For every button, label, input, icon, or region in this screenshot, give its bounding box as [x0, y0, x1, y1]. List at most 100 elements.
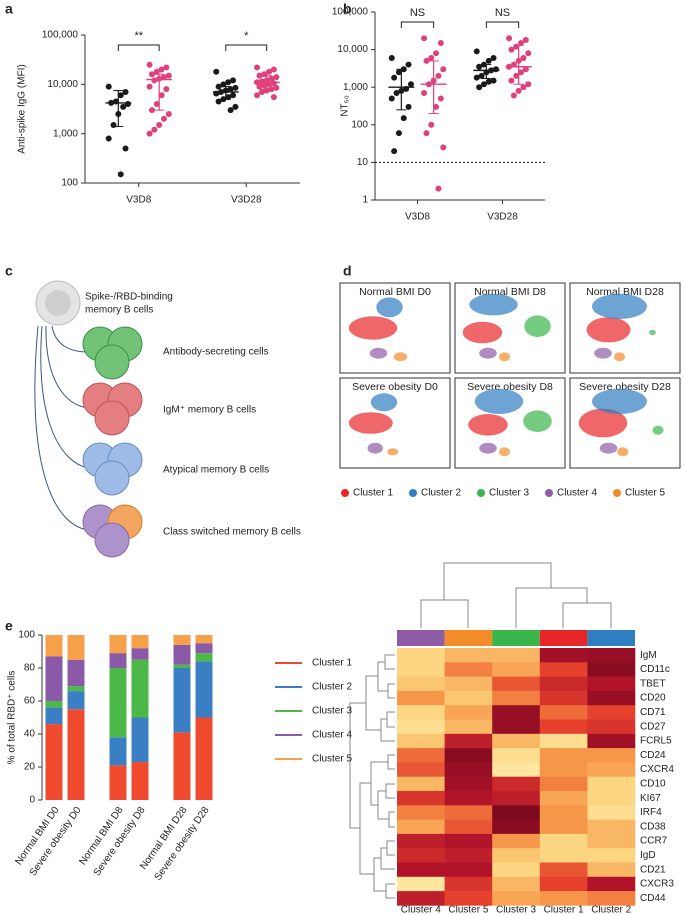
heatmap-cell — [397, 891, 445, 906]
bar-segment — [195, 717, 213, 800]
row-label: CCR7 — [640, 836, 668, 847]
data-point — [405, 61, 412, 68]
heatmap-cell — [539, 748, 588, 763]
data-point — [230, 77, 237, 84]
bar-segment — [45, 656, 63, 701]
y-tick-label: 40 — [24, 729, 36, 740]
bar-segment — [131, 659, 149, 718]
node-label: Spike-/RBD-binding — [85, 292, 173, 303]
cluster-region — [652, 425, 664, 435]
node-icon — [82, 382, 143, 436]
heatmap-cell — [539, 648, 588, 663]
heatmap-cell — [492, 891, 541, 906]
heatmap-cell — [444, 833, 493, 849]
heatmap-cell — [539, 805, 588, 820]
cluster-region — [393, 352, 408, 362]
bar-segment — [67, 709, 85, 800]
cluster-region — [348, 412, 393, 434]
data-point — [122, 88, 129, 95]
data-point — [268, 75, 275, 82]
data-point — [506, 35, 513, 42]
data-point — [105, 135, 112, 142]
data-point — [405, 103, 412, 110]
y-tick-label: 20 — [24, 762, 36, 773]
bar-segment — [109, 653, 127, 668]
heatmap-cell — [444, 748, 493, 763]
heatmap-cell — [397, 719, 445, 735]
data-point — [273, 74, 280, 81]
data-point — [230, 92, 237, 99]
data-point — [393, 90, 400, 97]
data-point — [428, 121, 435, 128]
heatmap-cell — [539, 733, 588, 749]
cluster-region — [469, 293, 518, 316]
panel-title: Severe obesity D8 — [467, 381, 553, 393]
row-label: CD20 — [640, 693, 666, 704]
data-point — [158, 92, 165, 99]
column-color-bar — [492, 630, 540, 646]
cluster-region — [369, 347, 388, 359]
heatmap-cell — [539, 676, 588, 692]
row-label: IRF4 — [640, 807, 662, 818]
column-label: Cluster 2 — [591, 905, 631, 915]
data-point — [227, 107, 234, 114]
heatmap-cell — [539, 662, 588, 677]
heatmap-cell — [587, 690, 636, 706]
cluster-region — [499, 447, 510, 457]
y-tick-label: 100 — [18, 630, 35, 641]
heatmap-cell — [492, 762, 541, 777]
heatmap-cell — [397, 776, 445, 792]
heatmap-cell — [539, 848, 588, 863]
significance-label: NS — [495, 7, 510, 19]
data-point — [400, 115, 407, 122]
bar-segment — [195, 635, 213, 644]
heatmap-cell — [539, 719, 588, 735]
heatmap-cell — [587, 791, 636, 806]
bar-segment — [173, 664, 191, 668]
row-label: CD38 — [640, 821, 666, 832]
row-label: CD24 — [640, 750, 666, 761]
bar-segment — [131, 648, 149, 660]
cluster-region — [479, 442, 497, 454]
heatmap-cell — [587, 891, 636, 906]
y-axis-label: Anti-spike IgG (MFI) — [17, 64, 28, 153]
cluster-region — [592, 293, 647, 319]
data-point — [151, 126, 158, 133]
data-point — [117, 92, 124, 99]
node-icon — [82, 326, 143, 380]
data-point — [440, 144, 447, 151]
bar-segment — [173, 635, 191, 645]
heatmap-cell — [587, 748, 636, 763]
cluster-region — [523, 410, 552, 433]
cluster-region — [479, 347, 497, 359]
legend-label: Cluster 5 — [312, 754, 352, 765]
node-label: Atypical memory B cells — [163, 465, 269, 476]
x-tick-label: V3D8 — [405, 212, 430, 223]
cluster-region — [474, 388, 524, 414]
heatmap-cell — [539, 876, 588, 892]
cluster-region — [617, 447, 629, 457]
column-color-bar — [444, 630, 493, 646]
legend-swatch — [613, 489, 621, 497]
heatmap-cell — [492, 876, 541, 892]
node-icon — [82, 442, 143, 496]
row-label: CXCR4 — [640, 764, 674, 775]
data-point — [485, 78, 492, 85]
heatmap-cell — [397, 876, 445, 892]
heatmap-cell — [397, 676, 445, 692]
data-point — [513, 72, 520, 79]
legend-label: Cluster 5 — [625, 488, 665, 499]
data-point — [508, 46, 515, 53]
data-point — [220, 81, 227, 88]
cluster-region — [592, 388, 647, 414]
heatmap-cell — [444, 648, 493, 663]
heatmap-cell — [397, 733, 445, 749]
legend-swatch — [545, 489, 553, 497]
data-point — [395, 130, 402, 137]
row-label: CD71 — [640, 707, 666, 718]
data-point — [476, 84, 483, 91]
bar-segment — [195, 643, 213, 654]
bar-segment — [173, 644, 191, 665]
panel-title: Normal BMI D0 — [359, 286, 431, 298]
